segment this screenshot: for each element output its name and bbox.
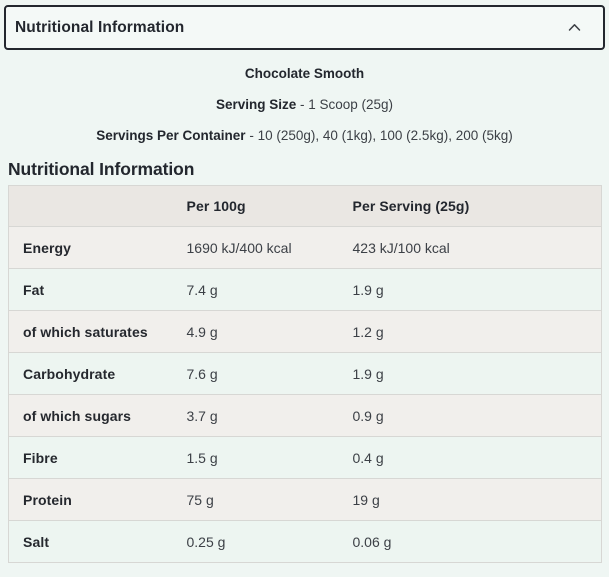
product-intro: Chocolate Smooth Serving Size - 1 Scoop … (0, 67, 609, 143)
servings-per-container-line: Servings Per Container - 10 (250g), 40 (… (0, 129, 609, 143)
accordion-title: Nutritional Information (15, 18, 185, 36)
table-row-protein: Protein 75 g 19 g (8, 478, 602, 521)
row-per-100g: 75 g (186, 478, 353, 521)
row-per-serving: 1.2 g (352, 310, 602, 353)
row-per-100g: 7.6 g (186, 352, 353, 395)
row-label: Carbohydrate (8, 352, 187, 395)
row-label: Fibre (8, 436, 187, 479)
flavour-name-text: Chocolate Smooth (244, 66, 365, 81)
column-header-blank (8, 185, 187, 227)
row-per-100g: 7.4 g (186, 268, 353, 311)
nutrition-section-heading: Nutritional Information (8, 159, 195, 179)
row-label: Protein (8, 478, 187, 521)
row-per-100g: 0.25 g (186, 520, 353, 563)
servings-per-container-label: Servings Per Container (96, 128, 246, 143)
nutrition-table: Per 100g Per Serving (25g) Energy 1690 k… (8, 185, 602, 563)
row-per-100g: 1.5 g (186, 436, 353, 479)
row-per-100g: 4.9 g (186, 310, 353, 353)
table-row-saturates: of which saturates 4.9 g 1.2 g (8, 310, 602, 353)
serving-size-label: Serving Size (215, 97, 297, 112)
row-label: Fat (8, 268, 187, 311)
flavour-name: Chocolate Smooth (0, 67, 609, 81)
column-header-per-serving: Per Serving (25g) (352, 185, 602, 227)
row-per-serving: 0.06 g (352, 520, 602, 563)
row-label: of which saturates (8, 310, 187, 353)
servings-per-container-value: - 10 (250g), 40 (1kg), 100 (2.5kg), 200 … (249, 128, 513, 143)
row-per-serving: 1.9 g (352, 352, 602, 395)
row-label: of which sugars (8, 394, 187, 437)
row-per-serving: 0.9 g (352, 394, 602, 437)
row-per-serving: 0.4 g (352, 436, 602, 479)
serving-size-line: Serving Size - 1 Scoop (25g) (0, 98, 609, 112)
table-row-carbohydrate: Carbohydrate 7.6 g 1.9 g (8, 352, 602, 395)
row-per-serving: 423 kJ/100 kcal (352, 226, 602, 269)
nutritional-information-panel: Nutritional Information Chocolate Smooth… (0, 5, 609, 563)
serving-size-value: - 1 Scoop (25g) (300, 97, 394, 112)
row-per-100g: 1690 kJ/400 kcal (186, 226, 353, 269)
table-row-salt: Salt 0.25 g 0.06 g (8, 520, 602, 563)
row-per-serving: 19 g (352, 478, 602, 521)
row-per-serving: 1.9 g (352, 268, 602, 311)
row-label: Salt (8, 520, 187, 563)
table-header-row: Per 100g Per Serving (25g) (8, 185, 602, 227)
row-per-100g: 3.7 g (186, 394, 353, 437)
table-row-fibre: Fibre 1.5 g 0.4 g (8, 436, 602, 479)
table-row-energy: Energy 1690 kJ/400 kcal 423 kJ/100 kcal (8, 226, 602, 269)
chevron-up-icon[interactable] (568, 23, 581, 32)
table-row-fat: Fat 7.4 g 1.9 g (8, 268, 602, 311)
row-label: Energy (8, 226, 187, 269)
nutrition-accordion-header[interactable]: Nutritional Information (4, 5, 605, 50)
table-row-sugars: of which sugars 3.7 g 0.9 g (8, 394, 602, 437)
column-header-per-100g: Per 100g (186, 185, 353, 227)
